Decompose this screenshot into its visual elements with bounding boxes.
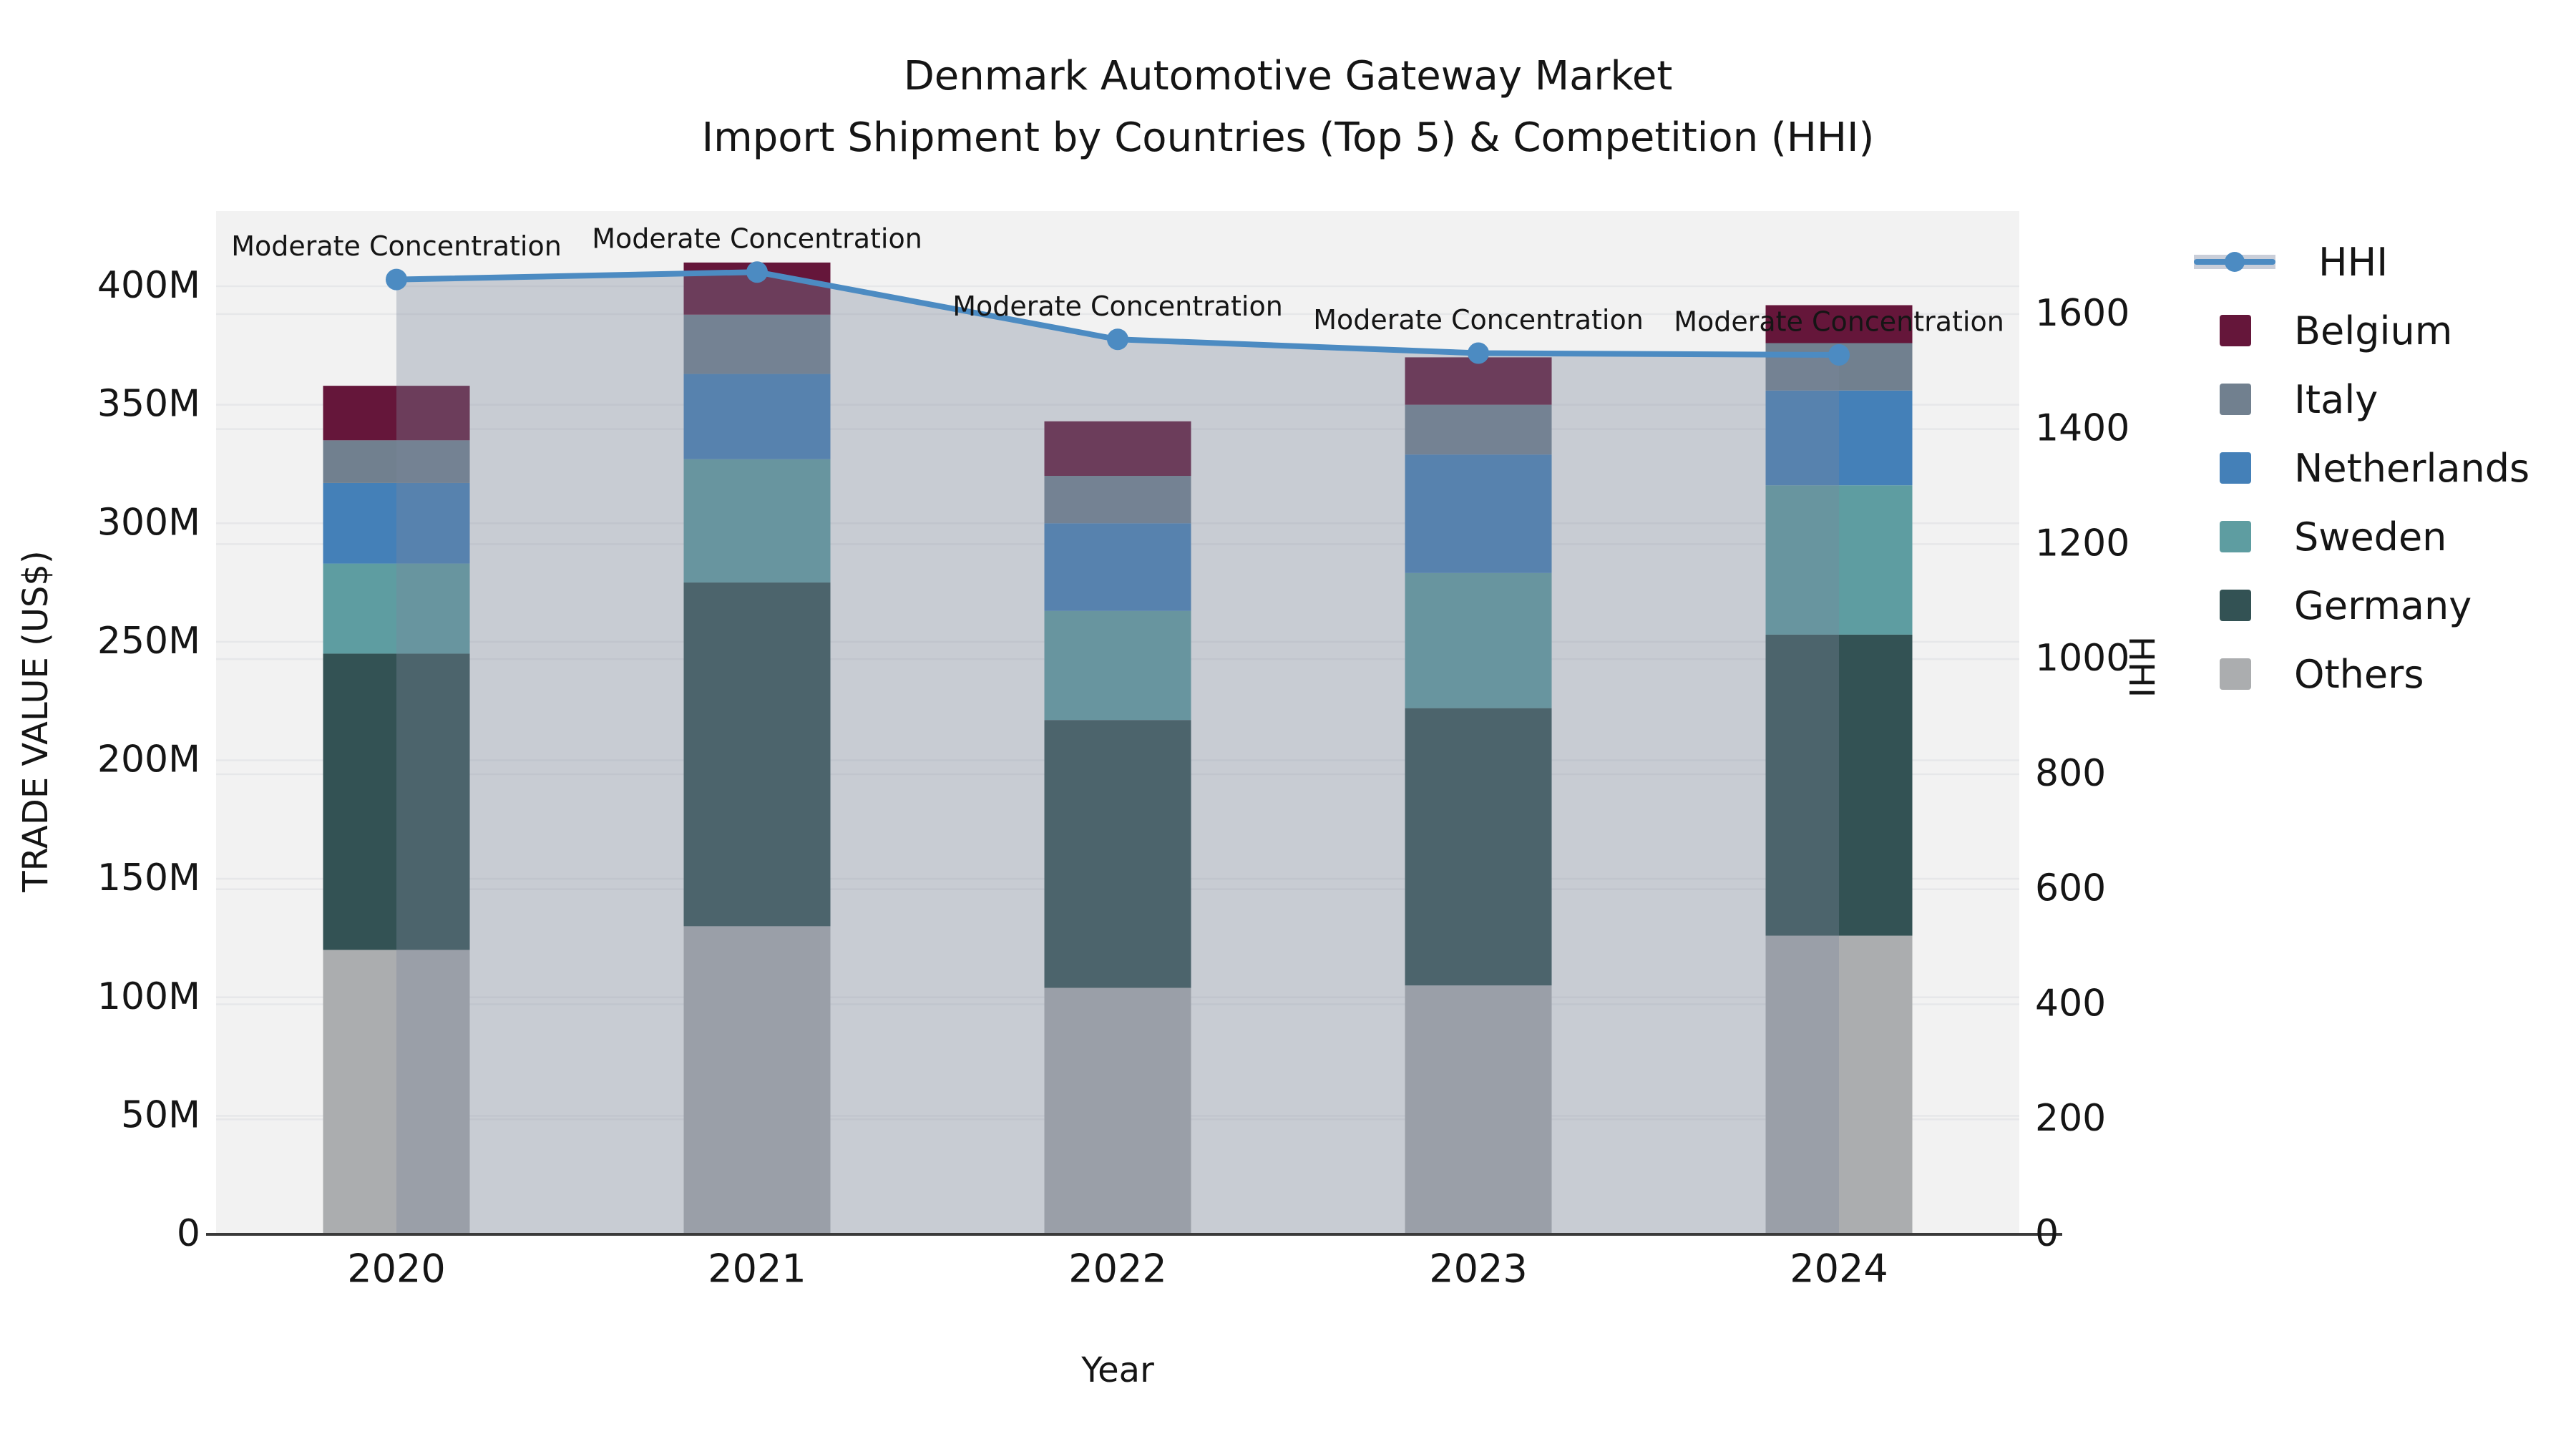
legend-item-others: Others	[2194, 640, 2529, 708]
x-tick-label: 2021	[708, 1246, 806, 1292]
bar-segment-sweden-2022	[1044, 610, 1191, 721]
y-axis-label-left: TRADE VALUE (US$)	[16, 550, 56, 892]
bar-segment-sweden-2023	[1405, 572, 1552, 708]
bar-segment-italy-2022	[1044, 476, 1191, 524]
bar-segment-italy-2021	[683, 314, 831, 374]
netherlands-swatch-icon	[2220, 452, 2251, 484]
annotation-moderate-concentration: Moderate Concentration	[1674, 306, 2004, 337]
bar-segment-germany-2021	[683, 582, 831, 927]
bar-segment-netherlands-2021	[683, 374, 831, 459]
y-axis-label-right: HHI	[2121, 635, 2161, 698]
chart-title-line2: Import Shipment by Countries (Top 5) & C…	[701, 114, 1875, 161]
hhi-marker-2024	[1828, 343, 1850, 366]
bar-segment-others-2023	[1405, 985, 1552, 1234]
bar-segment-others-2021	[683, 926, 831, 1234]
legend-label: Germany	[2294, 582, 2472, 628]
legend-item-netherlands: Netherlands	[2194, 434, 2529, 502]
chart-title: Denmark Automotive Gateway Market Import…	[0, 46, 2576, 169]
bar-segment-sweden-2024	[1765, 485, 1913, 635]
sweden-swatch-icon	[2220, 521, 2251, 552]
bar-segment-belgium-2020	[323, 386, 470, 441]
legend-label: HHI	[2318, 239, 2389, 285]
legend-item-hhi: HHI	[2194, 228, 2529, 296]
legend-label: Others	[2294, 651, 2424, 697]
bar-segment-netherlands-2024	[1765, 390, 1913, 486]
y-left-tick-label: 250M	[97, 620, 200, 663]
annotation-moderate-concentration: Moderate Concentration	[592, 223, 922, 255]
y-left-tick-label: 200M	[97, 738, 200, 781]
bar-segment-belgium-2022	[1044, 421, 1191, 477]
germany-swatch-icon	[2220, 590, 2251, 621]
bar-segment-germany-2020	[323, 653, 470, 950]
bar-segment-belgium-2024	[1765, 305, 1913, 343]
belgium-swatch-icon	[2220, 315, 2251, 346]
legend: HHI Belgium Italy Netherlands Sweden Ger…	[2194, 228, 2529, 708]
y-left-tick-label: 300M	[97, 501, 200, 544]
y-right-tick-label: 200	[2035, 1097, 2106, 1140]
hhi-marker-icon	[2225, 252, 2245, 272]
bar-segment-germany-2023	[1405, 708, 1552, 986]
hhi-marker-2023	[1468, 342, 1489, 364]
x-tick-label: 2024	[1790, 1246, 1888, 1292]
y-left-tick-label: 50M	[121, 1093, 200, 1136]
hhi-marker-2022	[1107, 328, 1128, 351]
hhi-area-fill	[396, 272, 1839, 1234]
annotation-moderate-concentration: Moderate Concentration	[231, 230, 562, 262]
y-right-tick-label: 600	[2035, 867, 2106, 910]
bar-segment-netherlands-2020	[323, 482, 470, 564]
legend-item-sweden: Sweden	[2194, 502, 2529, 571]
legend-label: Netherlands	[2294, 445, 2530, 491]
bar-segment-sweden-2020	[323, 563, 470, 654]
x-tick-label: 2023	[1429, 1246, 1527, 1292]
bar-segment-italy-2020	[323, 440, 470, 483]
y-left-tick-label: 150M	[97, 857, 200, 899]
y-right-tick-label: 0	[2035, 1212, 2059, 1255]
y-right-tick-label: 400	[2035, 982, 2106, 1025]
legend-label: Sweden	[2294, 514, 2447, 560]
y-right-tick-label: 800	[2035, 752, 2106, 795]
y-left-tick-label: 350M	[97, 383, 200, 426]
others-swatch-icon	[2220, 658, 2251, 690]
legend-label: Belgium	[2294, 308, 2453, 353]
bar-segment-netherlands-2023	[1405, 454, 1552, 573]
y-right-tick-label: 1400	[2035, 407, 2129, 450]
bar-segment-sweden-2021	[683, 459, 831, 583]
hhi-marker-2021	[746, 261, 768, 283]
y-right-tick-label: 1600	[2035, 292, 2129, 335]
chart-title-line1: Denmark Automotive Gateway Market	[903, 53, 1673, 99]
x-axis-label: Year	[1081, 1350, 1154, 1390]
bar-segment-others-2022	[1044, 987, 1191, 1234]
italy-swatch-icon	[2220, 384, 2251, 415]
legend-item-germany: Germany	[2194, 571, 2529, 640]
legend-item-belgium: Belgium	[2194, 296, 2529, 365]
x-tick-label: 2020	[347, 1246, 445, 1292]
x-tick-label: 2022	[1068, 1246, 1166, 1292]
bar-segment-others-2020	[323, 950, 470, 1234]
hhi-marker-2020	[386, 268, 407, 291]
y-right-tick-label: 1000	[2035, 637, 2129, 680]
bar-segment-germany-2022	[1044, 720, 1191, 988]
bar-segment-germany-2024	[1765, 634, 1913, 936]
y-right-tick-label: 1200	[2035, 522, 2129, 565]
y-left-tick-label: 400M	[97, 264, 200, 307]
hhi-line-icon	[2194, 246, 2275, 278]
bar-segment-belgium-2023	[1405, 357, 1552, 405]
bar-segment-netherlands-2022	[1044, 523, 1191, 611]
legend-item-italy: Italy	[2194, 365, 2529, 434]
y-left-tick-label: 0	[177, 1212, 200, 1255]
y-left-tick-label: 100M	[97, 975, 200, 1018]
annotation-moderate-concentration: Moderate Concentration	[1313, 304, 1644, 336]
bar-segment-others-2024	[1765, 935, 1913, 1234]
legend-label: Italy	[2294, 376, 2379, 422]
bar-segment-italy-2023	[1405, 404, 1552, 455]
annotation-moderate-concentration: Moderate Concentration	[952, 291, 1283, 322]
